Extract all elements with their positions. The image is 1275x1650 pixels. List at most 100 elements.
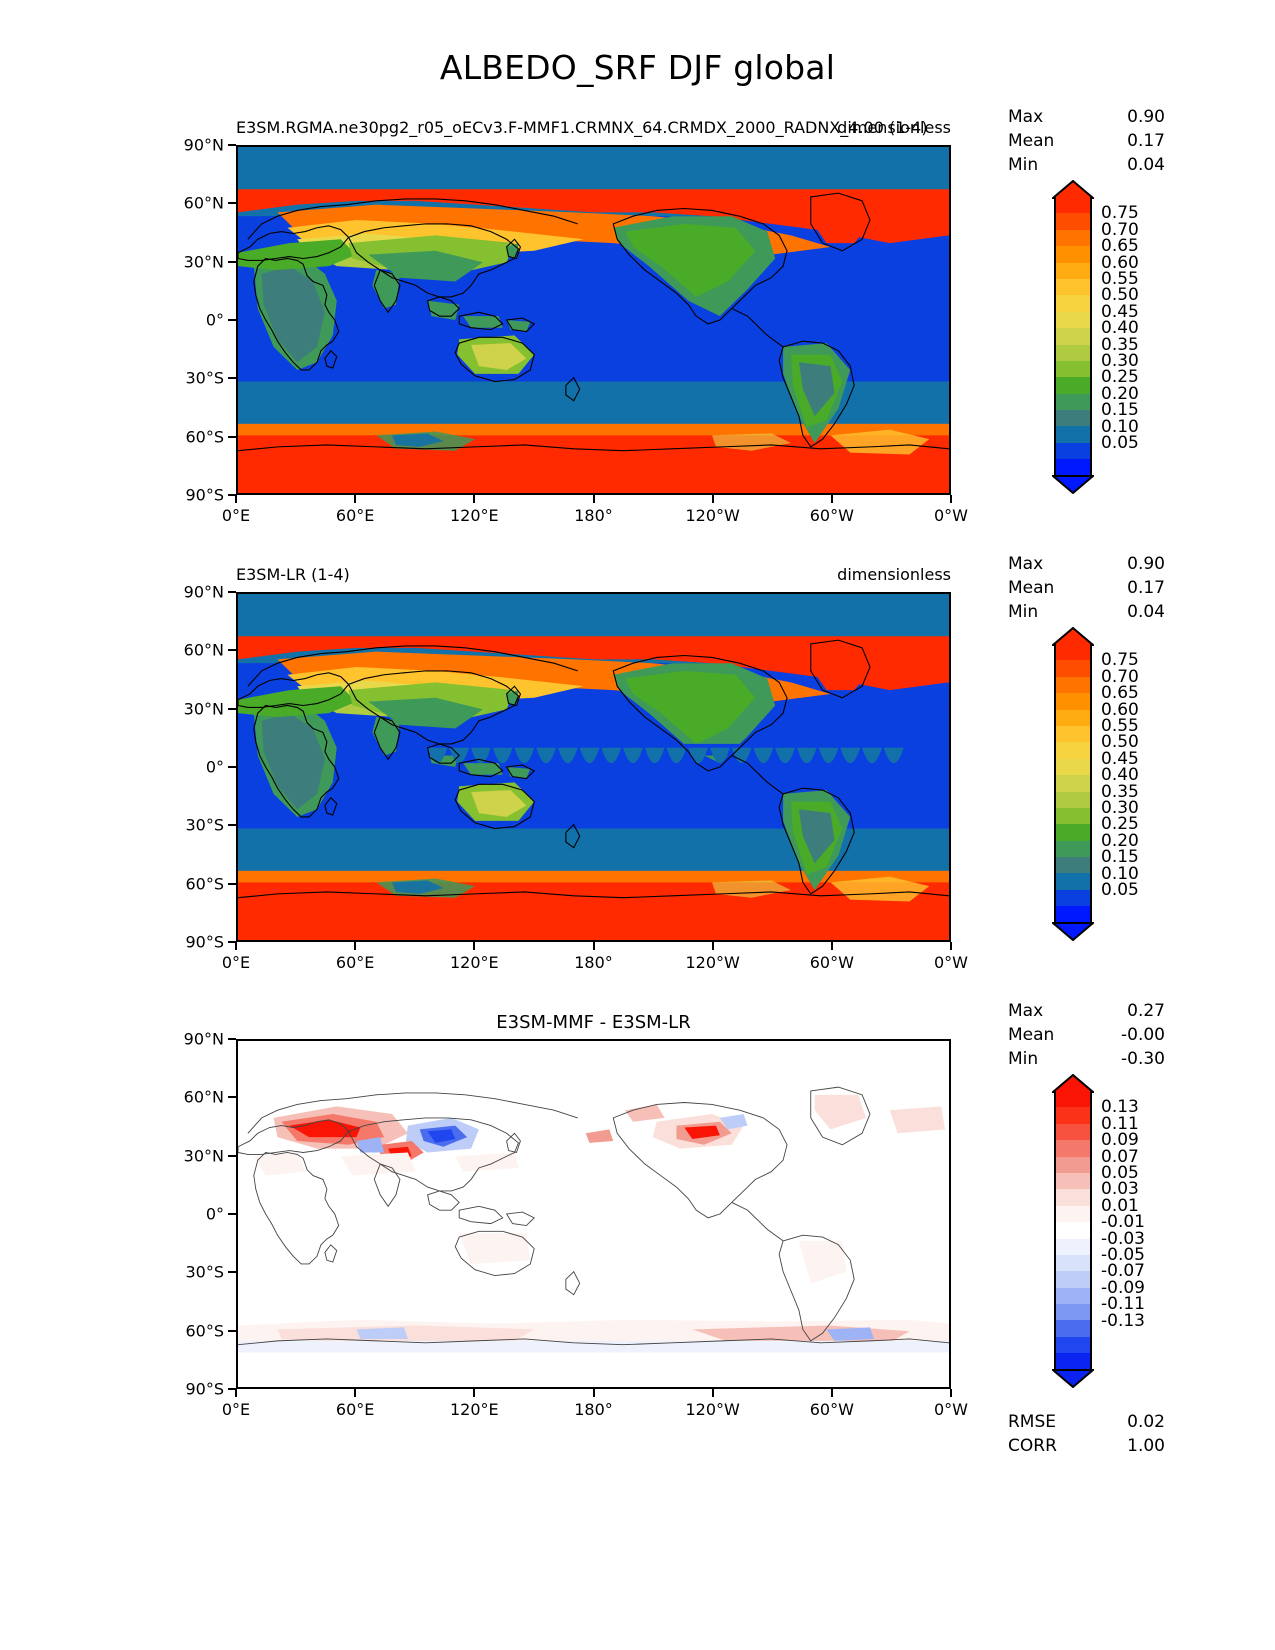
colorbar-segment <box>1054 824 1092 841</box>
colorbar-segment <box>1054 791 1092 808</box>
colorbar-tick-label: 0.01 <box>1101 1195 1139 1216</box>
colorbar-segment <box>1054 1336 1092 1354</box>
colorbar-segment <box>1054 889 1092 907</box>
colorbar-tick-label: 0.75 <box>1101 203 1139 224</box>
map-axes-diff <box>236 1039 951 1389</box>
colorbar-segment <box>1054 213 1092 230</box>
colorbar-tick-label: 0.35 <box>1101 781 1139 802</box>
colorbar-tick-label: 0.30 <box>1101 798 1139 818</box>
colorbar-segment <box>1054 758 1092 776</box>
colorbar-segment <box>1054 459 1092 476</box>
colorbar-test: 0.75 0.70 0.65 0.60 0.55 0.50 0.45 0.40 0.35 0.30… <box>1052 180 1139 494</box>
colorbar-tick-label: 0.10 <box>1101 863 1139 884</box>
map-axes-test <box>236 145 951 495</box>
stat-value: 0.17 <box>1127 131 1165 151</box>
y-tick-label: 0° <box>205 1204 224 1224</box>
colorbar-segment <box>1054 644 1092 661</box>
y-tick-label: 30°S <box>185 1262 224 1282</box>
x-tick-label: 0°E <box>221 1400 251 1419</box>
albedo-field <box>238 147 949 493</box>
stat-value: -0.30 <box>1121 1049 1165 1069</box>
x-tick-label: 120°E <box>450 1400 499 1419</box>
colorbar-segment <box>1054 1353 1092 1370</box>
colorbar-segment <box>1054 906 1092 923</box>
stat-label: Min <box>1008 1049 1039 1069</box>
colorbar-segment <box>1054 295 1092 312</box>
colorbar-tick-label: 0.07 <box>1101 1146 1139 1167</box>
y-tick-label: 0° <box>205 757 224 777</box>
y-tick-label: 0° <box>205 310 224 330</box>
coastline-overlay <box>238 1041 949 1387</box>
colorbar-segment <box>1054 660 1092 677</box>
y-tick-label: 60°S <box>185 427 224 447</box>
panel-diff-title-center: E3SM-MMF - E3SM-LR <box>496 1012 691 1033</box>
figure-title: ALBEDO_SRF DJF global <box>439 48 836 87</box>
colorbar-tick-label: -0.09 <box>1101 1277 1145 1298</box>
stat-label: Max <box>1008 1001 1044 1021</box>
colorbar-segment <box>1054 1222 1092 1239</box>
colorbar-tick-label: 0.60 <box>1101 252 1139 273</box>
colorbar-extend-down <box>1052 1368 1094 1388</box>
colorbar-segment <box>1054 426 1092 443</box>
colorbar-segment <box>1054 1107 1092 1124</box>
colorbar-segment <box>1054 1205 1092 1223</box>
colorbar-segment <box>1054 262 1092 279</box>
colorbar-tick-label: 0.05 <box>1101 1163 1139 1183</box>
colorbar-tick-label: -0.01 <box>1101 1212 1145 1233</box>
x-tick-label: 0°W <box>934 1400 968 1419</box>
colorbar-segment <box>1054 1254 1092 1272</box>
stat-label: Mean <box>1008 131 1055 151</box>
coastline-overlay <box>238 594 949 940</box>
colorbar-segment <box>1054 442 1092 460</box>
colorbar-tick-label: 0.05 <box>1101 880 1139 900</box>
y-tick-label: 60°N <box>183 193 224 213</box>
colorbar-tick-label: 0.60 <box>1101 699 1139 720</box>
colorbar-tick-label: 0.09 <box>1101 1130 1139 1151</box>
colorbar-extend-down <box>1052 474 1094 494</box>
colorbar-tick-label: 0.25 <box>1101 814 1139 835</box>
colorbar-ref: 0.75 0.70 0.65 0.60 0.55 0.50 0.45 0.40 0.35 0.30… <box>1052 627 1139 941</box>
stat-value: 0.90 <box>1127 107 1165 127</box>
colorbar-tick-label: 0.03 <box>1101 1179 1139 1200</box>
colorbar-tick-label: 0.55 <box>1101 716 1139 736</box>
colorbar-tick-label: 0.40 <box>1101 765 1139 786</box>
colorbar-tick-label: -0.13 <box>1101 1310 1145 1331</box>
y-tick-label: 30°S <box>185 815 224 835</box>
colorbar-diff: 0.13 0.11 0.09 0.07 0.05 0.03 0.01 -0.01 -0.03 -0… <box>1052 1074 1145 1388</box>
colorbar-segment <box>1054 742 1092 759</box>
panel-test-title-right: dimensionless <box>837 118 951 137</box>
stat-value: 0.27 <box>1127 1001 1165 1021</box>
colorbar-tick-label: 0.40 <box>1101 318 1139 339</box>
y-tick-label: 30°S <box>185 368 224 388</box>
colorbar-tick-label: -0.11 <box>1101 1294 1145 1315</box>
stat-label: Mean <box>1008 578 1055 598</box>
colorbar-tick-label: 0.50 <box>1101 285 1139 306</box>
colorbar-segment <box>1054 676 1092 694</box>
colorbar-segment <box>1054 709 1092 726</box>
colorbar-tick-label: -0.05 <box>1101 1245 1145 1265</box>
x-tick-label: 60°E <box>335 506 375 525</box>
colorbar-segment <box>1054 693 1092 710</box>
colorbar-tick-label: -0.03 <box>1101 1228 1145 1249</box>
x-tick-label: 120°W <box>685 506 740 525</box>
colorbar-segment <box>1054 840 1092 858</box>
colorbar-segment <box>1054 393 1092 411</box>
colorbar-segment <box>1054 1304 1092 1321</box>
y-tick-label: 30°N <box>183 699 224 719</box>
x-tick-label: 180° <box>574 1400 613 1419</box>
colorbar-tick-label: 0.25 <box>1101 367 1139 388</box>
colorbar-tick-label: 0.45 <box>1101 301 1139 322</box>
colorbar-tick-label: 0.35 <box>1101 334 1139 355</box>
x-tick-label: 60°W <box>809 953 854 972</box>
colorbar-tick-label: 0.55 <box>1101 269 1139 289</box>
x-tick-label: 120°E <box>450 506 499 525</box>
colorbar-segment <box>1054 725 1092 743</box>
colorbar-segment <box>1054 1287 1092 1305</box>
colorbar-segment <box>1054 377 1092 394</box>
colorbar-segment <box>1054 1172 1092 1190</box>
y-tick-label: 60°N <box>183 1087 224 1107</box>
x-tick-label: 60°W <box>809 506 854 525</box>
x-tick-label: 180° <box>574 953 613 972</box>
x-tick-label: 0°W <box>934 953 968 972</box>
metric-value: 0.02 <box>1127 1411 1165 1432</box>
